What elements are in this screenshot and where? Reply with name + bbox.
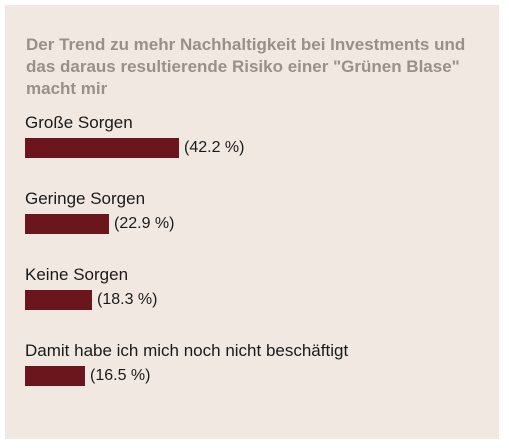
option-nicht-beschaeftigt: Damit habe ich mich noch nicht beschäfti… [25, 341, 485, 386]
option-label: Keine Sorgen [25, 265, 129, 284]
percentage-label: (18.3 %) [97, 291, 158, 308]
bar-row: (42.2 %) [25, 138, 485, 158]
bar-row: (18.3 %) [25, 290, 485, 310]
bar-grosse-sorgen [25, 138, 179, 158]
option-label: Geringe Sorgen [25, 189, 146, 208]
bar-nicht-beschaeftigt [25, 366, 85, 386]
option-grosse-sorgen: Große Sorgen (42.2 %) [25, 113, 485, 158]
percentage-label: (16.5 %) [90, 367, 151, 384]
percentage-label: (42.2 %) [184, 139, 245, 156]
bar-keine-sorgen [25, 290, 92, 310]
chart-title: Der Trend zu mehr Nachhaltigkeit bei Inv… [26, 35, 466, 98]
option-geringe-sorgen: Geringe Sorgen (22.9 %) [25, 189, 485, 234]
bar-row: (16.5 %) [25, 366, 485, 386]
percentage-label: (22.9 %) [114, 215, 175, 232]
bar-geringe-sorgen [25, 214, 109, 234]
option-keine-sorgen: Keine Sorgen (18.3 %) [25, 265, 485, 310]
option-label: Damit habe ich mich noch nicht beschäfti… [25, 341, 349, 360]
poll-card: Der Trend zu mehr Nachhaltigkeit bei Inv… [5, 5, 499, 439]
option-label: Große Sorgen [25, 113, 133, 132]
bar-row: (22.9 %) [25, 214, 485, 234]
